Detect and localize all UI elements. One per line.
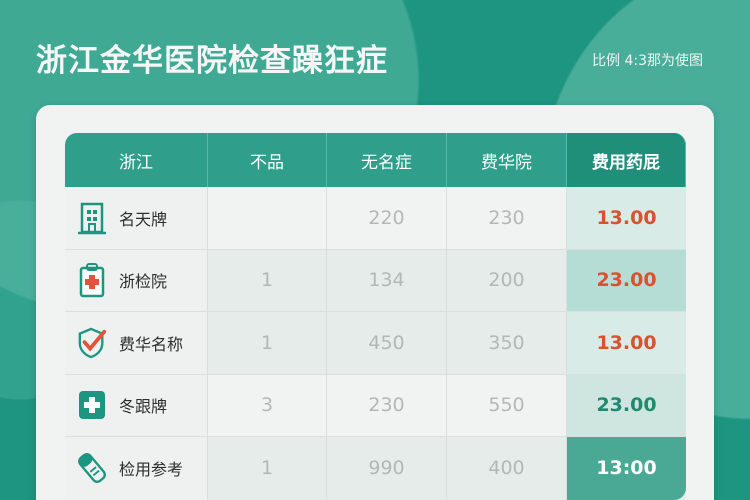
cell: 200 [447,249,567,311]
table-header: 浙江 不品 无名症 费华院 费用药屁 [65,133,686,187]
row-name: 费华名称 [119,334,184,354]
cell: 350 [447,312,567,374]
column-header: 浙江 [65,133,208,187]
ratio-note: 比例 4:3那为使图 [592,53,703,69]
table-row: 费华名称 1 450 350 13.00 [65,312,686,375]
cell: 3 [208,374,327,436]
page-title: 浙江金华医院检查躁狂症 [36,43,388,79]
clipboard-cross-icon [77,262,107,298]
cell: 1 [208,312,327,374]
row-name: 名天牌 [119,209,168,229]
column-header: 费华院 [447,133,567,187]
cell: 450 [327,312,447,374]
cell [208,187,327,249]
row-name: 冬跟牌 [119,397,168,417]
cell: 230 [327,374,447,436]
table-row: 检用参考 1 990 400 13:00 [65,437,686,500]
cell: 400 [447,437,567,500]
row-name: 浙检院 [119,272,168,292]
cell: 550 [447,374,567,436]
medical-cross-icon [77,387,107,423]
cell: 134 [327,249,447,311]
cell: 230 [447,187,567,249]
cell: 220 [327,187,447,249]
building-icon [77,200,107,236]
fee-cell: 23.00 [567,374,686,436]
shield-check-icon [77,325,107,361]
data-table: 浙江 不品 无名症 费华院 费用药屁 名天牌 220 230 13.00 浙检院… [65,133,686,500]
table-row: 名天牌 220 230 13.00 [65,187,686,250]
column-header: 不品 [208,133,327,187]
column-header: 无名症 [327,133,447,187]
bandage-icon [77,450,107,486]
fee-cell: 13.00 [567,187,686,249]
column-header: 费用药屁 [567,133,686,187]
fee-cell: 23.00 [567,249,686,311]
cell: 1 [208,249,327,311]
cell: 1 [208,437,327,500]
table-row: 浙检院 1 134 200 23.00 [65,249,686,312]
cell: 990 [327,437,447,500]
row-name: 检用参考 [119,460,184,480]
fee-cell: 13:00 [567,437,686,500]
table-row: 冬跟牌 3 230 550 23.00 [65,374,686,437]
fee-cell: 13.00 [567,312,686,374]
